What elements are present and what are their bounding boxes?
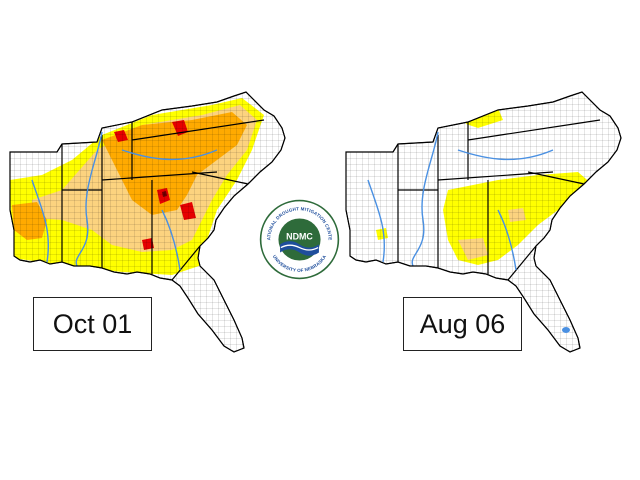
date-label-text: Oct 01 [52, 308, 133, 339]
ndmc-logo: NATIONAL DROUGHT MITIGATION CENTER UNIVE… [259, 199, 340, 280]
state-lines [61, 119, 265, 281]
date-label-oct: Oct 01 [33, 297, 152, 351]
date-label-text: Aug 06 [419, 308, 506, 339]
date-label-aug: Aug 06 [403, 297, 522, 351]
state-lines [397, 119, 601, 281]
lake [562, 327, 570, 333]
rivers [31, 131, 218, 271]
logo-badge-text: NDMC [286, 232, 313, 242]
rivers [367, 131, 554, 271]
